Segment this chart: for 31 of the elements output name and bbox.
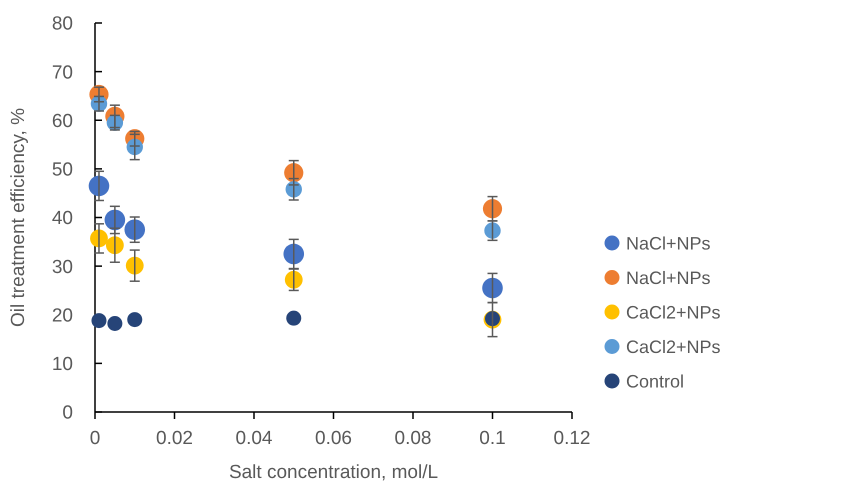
x-tick-label: 0.12 (554, 428, 590, 449)
y-axis-title: Oil treatment efficiency, % (8, 108, 29, 327)
x-tick-label: 0.1 (479, 428, 506, 449)
y-tick-label: 70 (52, 62, 73, 84)
y-tick-label: 50 (52, 160, 73, 181)
legend-label: NaCl+NPs (626, 233, 711, 254)
legend-label: CaCl2+NPs (626, 302, 721, 322)
y-tick-label: 0 (62, 402, 73, 424)
x-tick-label: 0 (90, 428, 100, 449)
y-tick-label: 80 (52, 14, 73, 35)
point (91, 313, 106, 328)
point (124, 219, 146, 240)
y-tick-label: 30 (52, 256, 73, 278)
point (283, 244, 304, 264)
y-tick-label: 60 (52, 110, 73, 132)
x-tick-label: 0.08 (394, 428, 432, 449)
legend-label: CaCl2+NPs (626, 336, 721, 357)
point (88, 176, 110, 196)
x-tick-label: 0.04 (236, 428, 273, 449)
point (127, 312, 142, 328)
y-tick-label: 10 (52, 354, 73, 376)
legend-label: Control (626, 371, 684, 392)
legend-label: NaCl+NPs (626, 268, 711, 288)
point (107, 316, 122, 332)
x-axis-title: Salt concentration, mol/L (228, 462, 438, 483)
x-tick-label: 0.02 (156, 428, 193, 449)
x-tick-label: 0.06 (315, 428, 352, 449)
point (482, 278, 503, 298)
y-tick-label: 20 (52, 305, 73, 326)
point (286, 310, 302, 326)
y-tick-label: 40 (52, 208, 73, 230)
